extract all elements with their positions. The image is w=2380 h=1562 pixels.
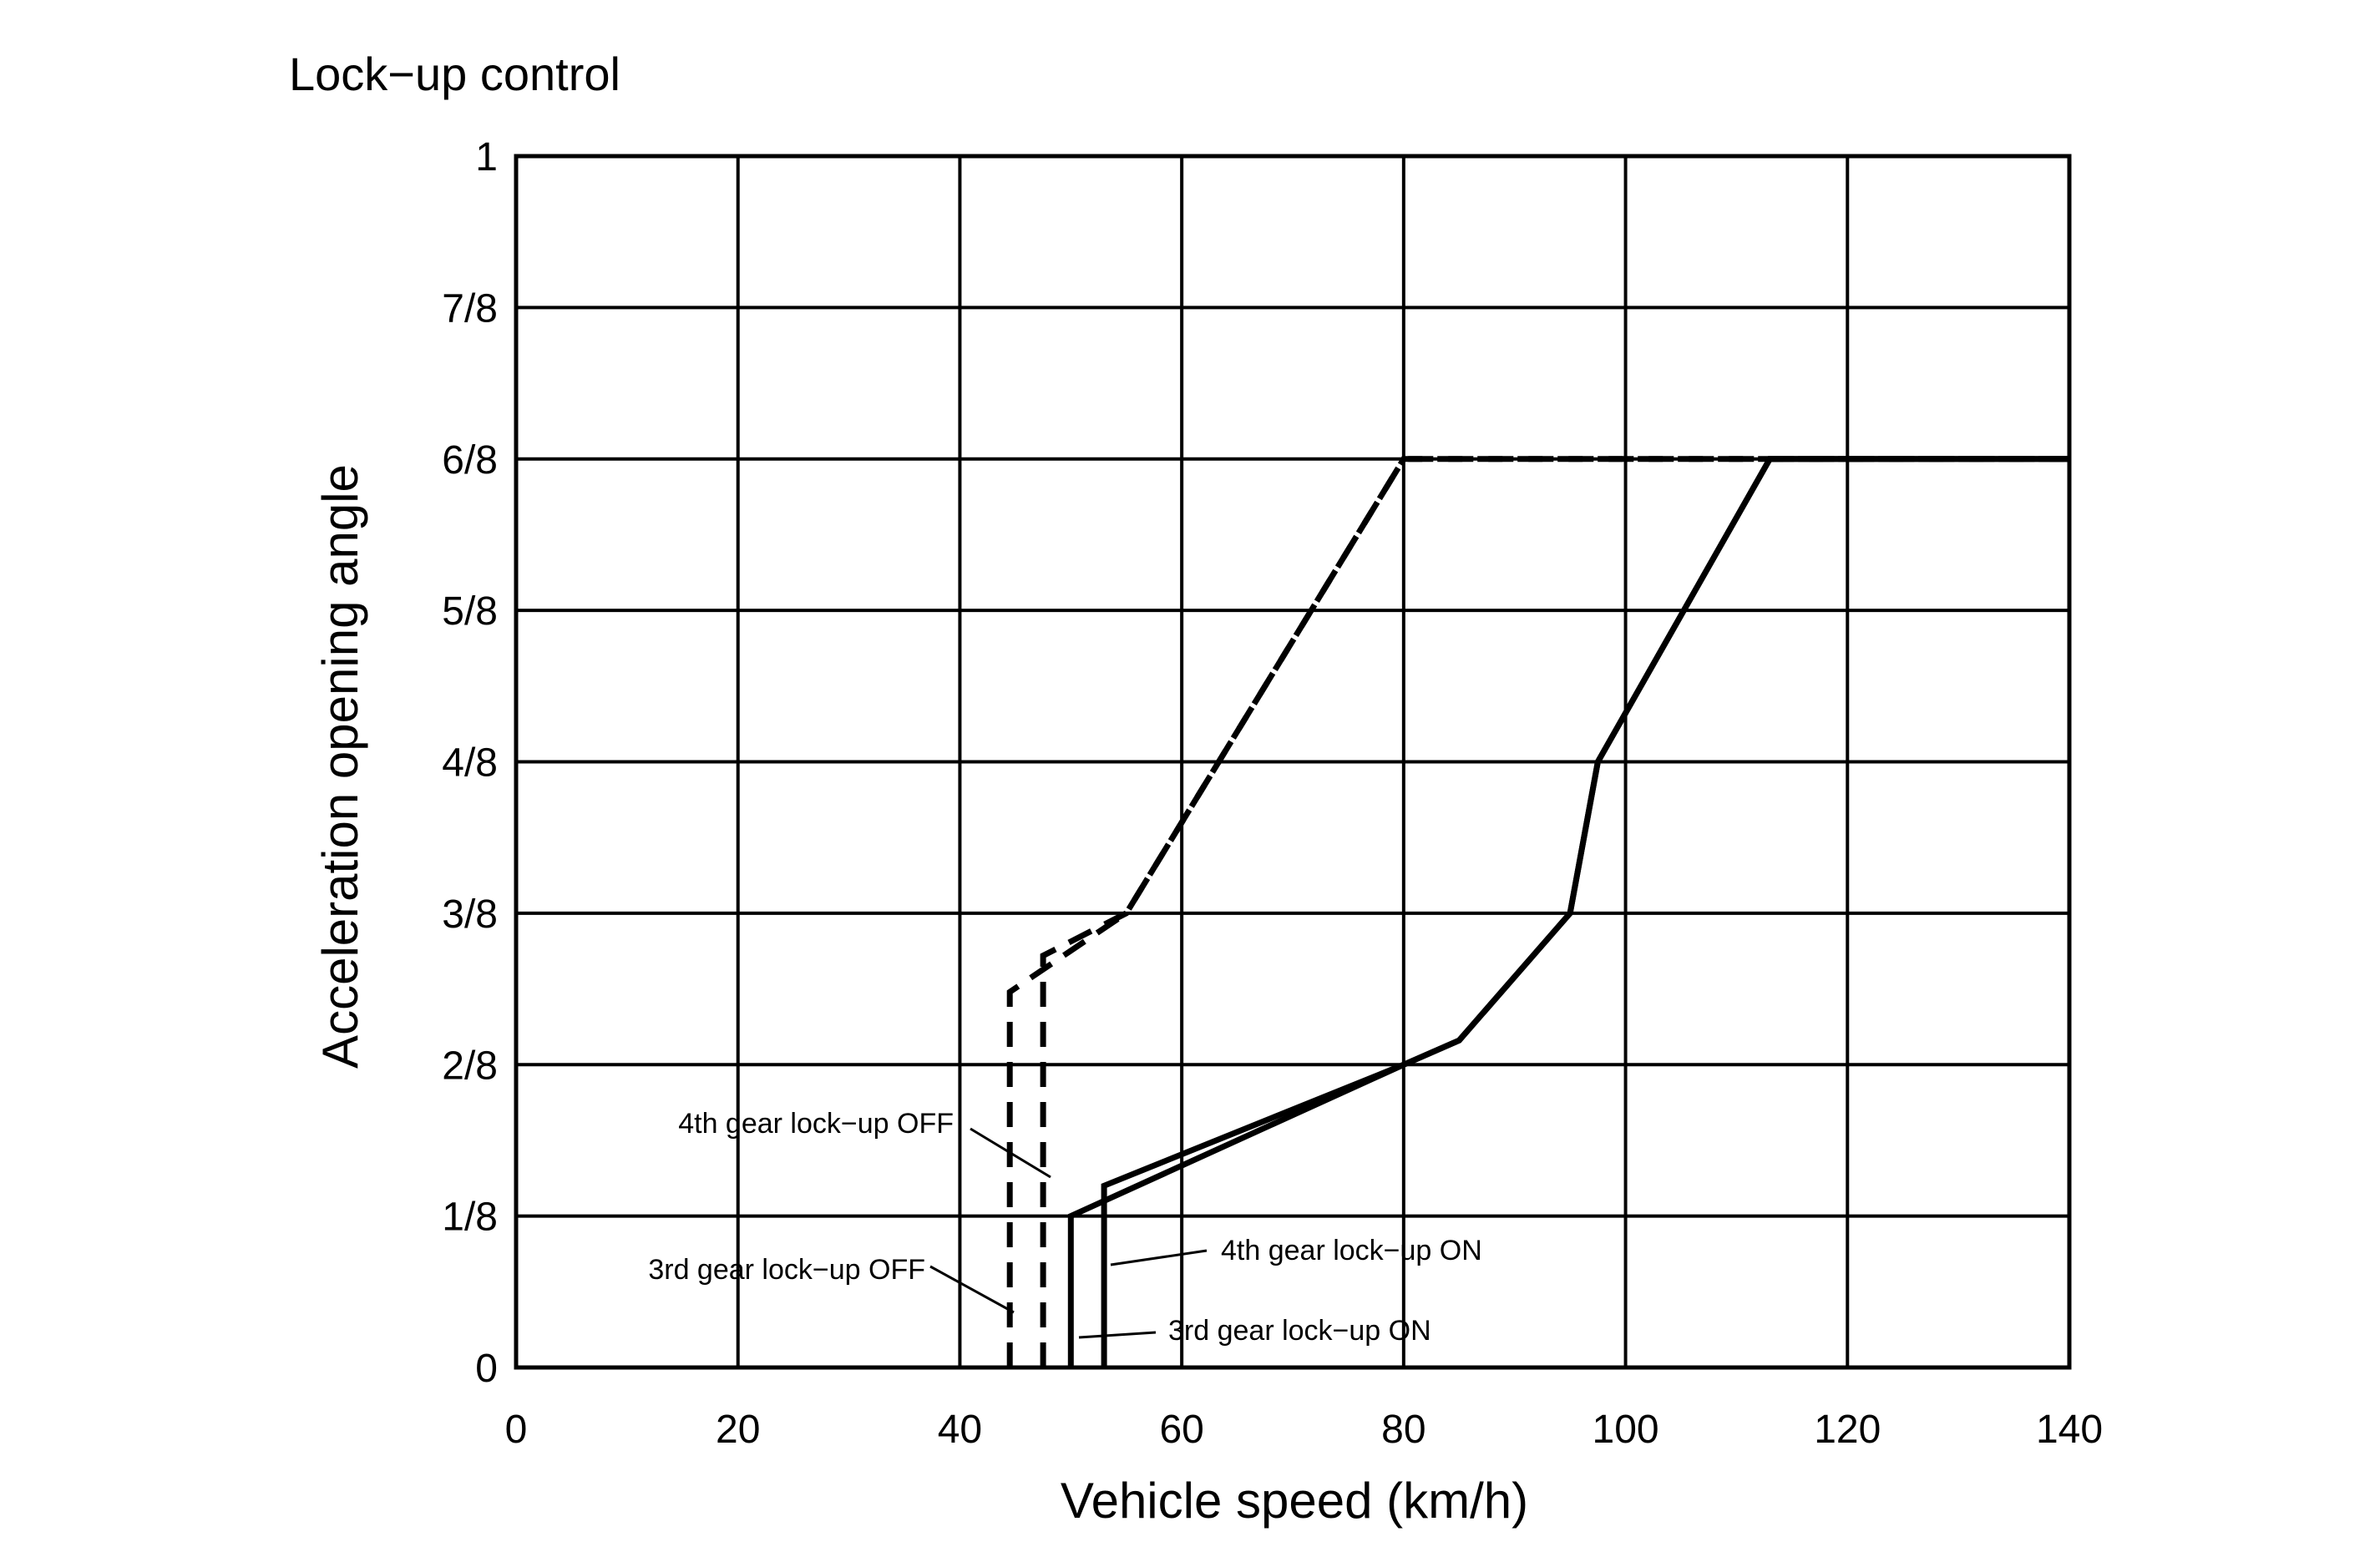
annotation-4th-gear-off: 4th gear lock−up OFF (678, 1108, 954, 1140)
y-tick-label: 1/8 (442, 1196, 498, 1240)
y-tick-label: 2/8 (442, 1044, 498, 1088)
annotation-3rd-gear-off-leader (929, 1265, 1015, 1314)
annotation-3rd-gear-off: 3rd gear lock−up OFF (648, 1254, 925, 1286)
series-3rd-gear-off (1006, 456, 2069, 1367)
annotation-4th-gear-on: 4th gear lock−up ON (1221, 1235, 1482, 1266)
plot-frame (514, 154, 2072, 1370)
y-tick-label: 7/8 (442, 286, 498, 331)
y-axis-title: Acceleration opening angle (312, 464, 368, 1069)
series-4th-gear-off (1040, 456, 2069, 1367)
x-tick-label: 140 (2036, 1408, 2103, 1452)
annotation-4th-gear-on-leader (1110, 1249, 1208, 1266)
x-tick-label: 0 (505, 1408, 528, 1452)
y-tick-label: 6/8 (442, 438, 498, 483)
x-tick-label: 40 (938, 1408, 982, 1452)
y-tick-label: 0 (475, 1347, 498, 1391)
x-axis-title: Vehicle speed (km/h) (1061, 1473, 1528, 1529)
annotation-3rd-gear-on: 3rd gear lock−up ON (1168, 1315, 1431, 1347)
plot-border (514, 154, 2072, 1370)
y-tick-label: 5/8 (442, 589, 498, 634)
tick-labels: 0 20 40 60 80 100 120 140 0 1/8 2/8 3/8 4/8 5/8 6/8 7/8… (442, 135, 2103, 1452)
annotations: 4th gear lock−up OFF 3rd gear lock−up OFF… (648, 1108, 1481, 1347)
x-tick-label: 20 (716, 1408, 760, 1452)
x-tick-label: 60 (1159, 1408, 1203, 1452)
series-4th-gear-on (1101, 456, 2069, 1367)
y-tick-label: 3/8 (442, 892, 498, 937)
series-layer (1006, 456, 2069, 1367)
y-tick-label: 1 (475, 135, 498, 179)
annotation-3rd-gear-on-leader (1078, 1331, 1157, 1339)
chart-title: Lock−up control (289, 48, 620, 100)
x-tick-label: 100 (1593, 1408, 1659, 1452)
y-tick-label: 4/8 (442, 741, 498, 786)
x-tick-label: 80 (1381, 1408, 1425, 1452)
grid (516, 156, 2069, 1367)
annotation-4th-gear-off-leader (970, 1127, 1051, 1179)
x-tick-label: 120 (1814, 1408, 1881, 1452)
